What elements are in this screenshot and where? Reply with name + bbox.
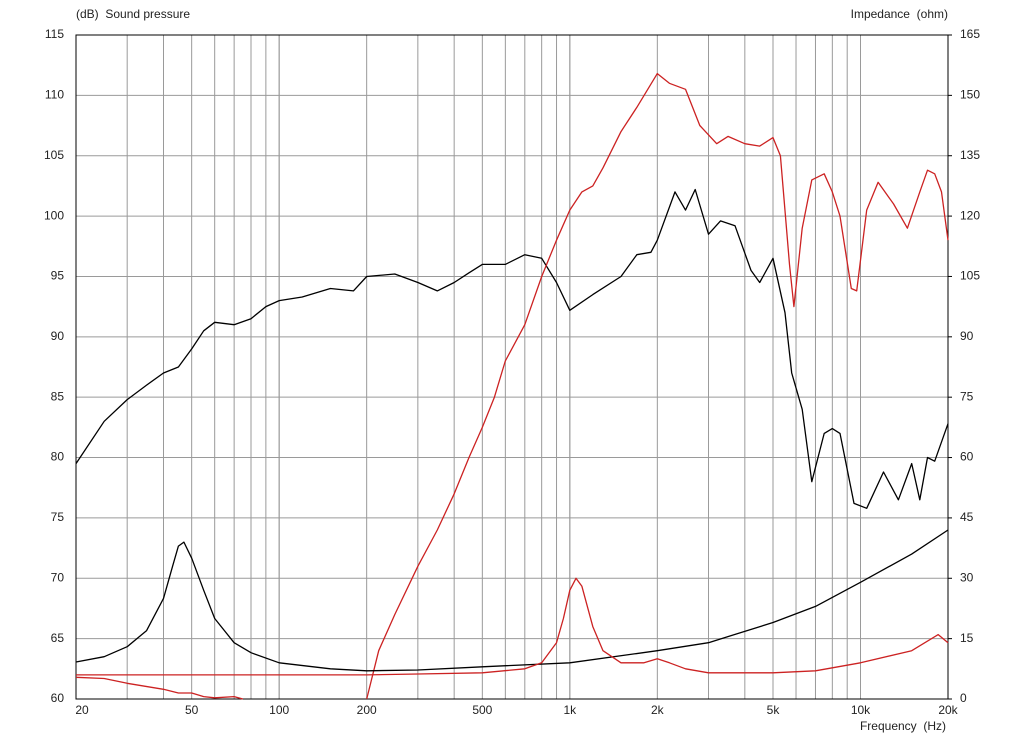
y2-tick-label: 105 <box>960 269 980 283</box>
y2-tick-label: 30 <box>960 570 974 584</box>
line-series <box>75 188 949 509</box>
y2-tick-label: 165 <box>960 27 980 41</box>
y-tick-label: 90 <box>51 329 65 343</box>
x-tick-label: 100 <box>269 703 289 717</box>
y2-tick-label: 75 <box>960 389 974 403</box>
y-axis-label: (dB) Sound pressure <box>76 7 190 21</box>
y-tick-label: 60 <box>51 691 65 705</box>
y2-axis-label: Impedance (ohm) <box>851 7 948 21</box>
y-tick-label: 80 <box>51 450 65 464</box>
y-tick-label: 70 <box>51 570 65 584</box>
y2-tick-label: 15 <box>960 631 974 645</box>
x-tick-label: 50 <box>185 703 199 717</box>
x-tick-label: 20 <box>75 703 89 717</box>
x-tick-label: 200 <box>357 703 377 717</box>
line-series <box>366 72 949 700</box>
x-tick-label: 5k <box>767 703 781 717</box>
x-tick-label: 20k <box>938 703 958 717</box>
y2-tick-label: 60 <box>960 450 974 464</box>
y-tick-label: 75 <box>51 510 65 524</box>
y2-tick-label: 45 <box>960 510 974 524</box>
y2-tick-label: 150 <box>960 88 980 102</box>
y-tick-label: 105 <box>44 148 64 162</box>
line-series <box>75 529 949 672</box>
y-tick-label: 85 <box>51 389 65 403</box>
y-tick-label: 100 <box>44 208 64 222</box>
line-series <box>75 676 244 700</box>
x-tick-label: 1k <box>563 703 577 717</box>
y2-tick-label: 90 <box>960 329 974 343</box>
y-tick-label: 65 <box>51 631 65 645</box>
line-series <box>76 577 949 676</box>
y-tick-label: 115 <box>45 27 64 41</box>
x-axis-label: Frequency (Hz) <box>860 719 946 733</box>
y2-tick-label: 0 <box>960 691 967 705</box>
y-tick-label: 110 <box>45 88 64 102</box>
x-tick-label: 2k <box>651 703 665 717</box>
x-tick-label: 500 <box>472 703 492 717</box>
y2-tick-label: 135 <box>960 148 980 162</box>
x-tick-label: 10k <box>851 703 871 717</box>
plot-frame <box>75 34 949 700</box>
y2-tick-label: 120 <box>960 208 980 222</box>
y-tick-label: 95 <box>51 269 65 283</box>
